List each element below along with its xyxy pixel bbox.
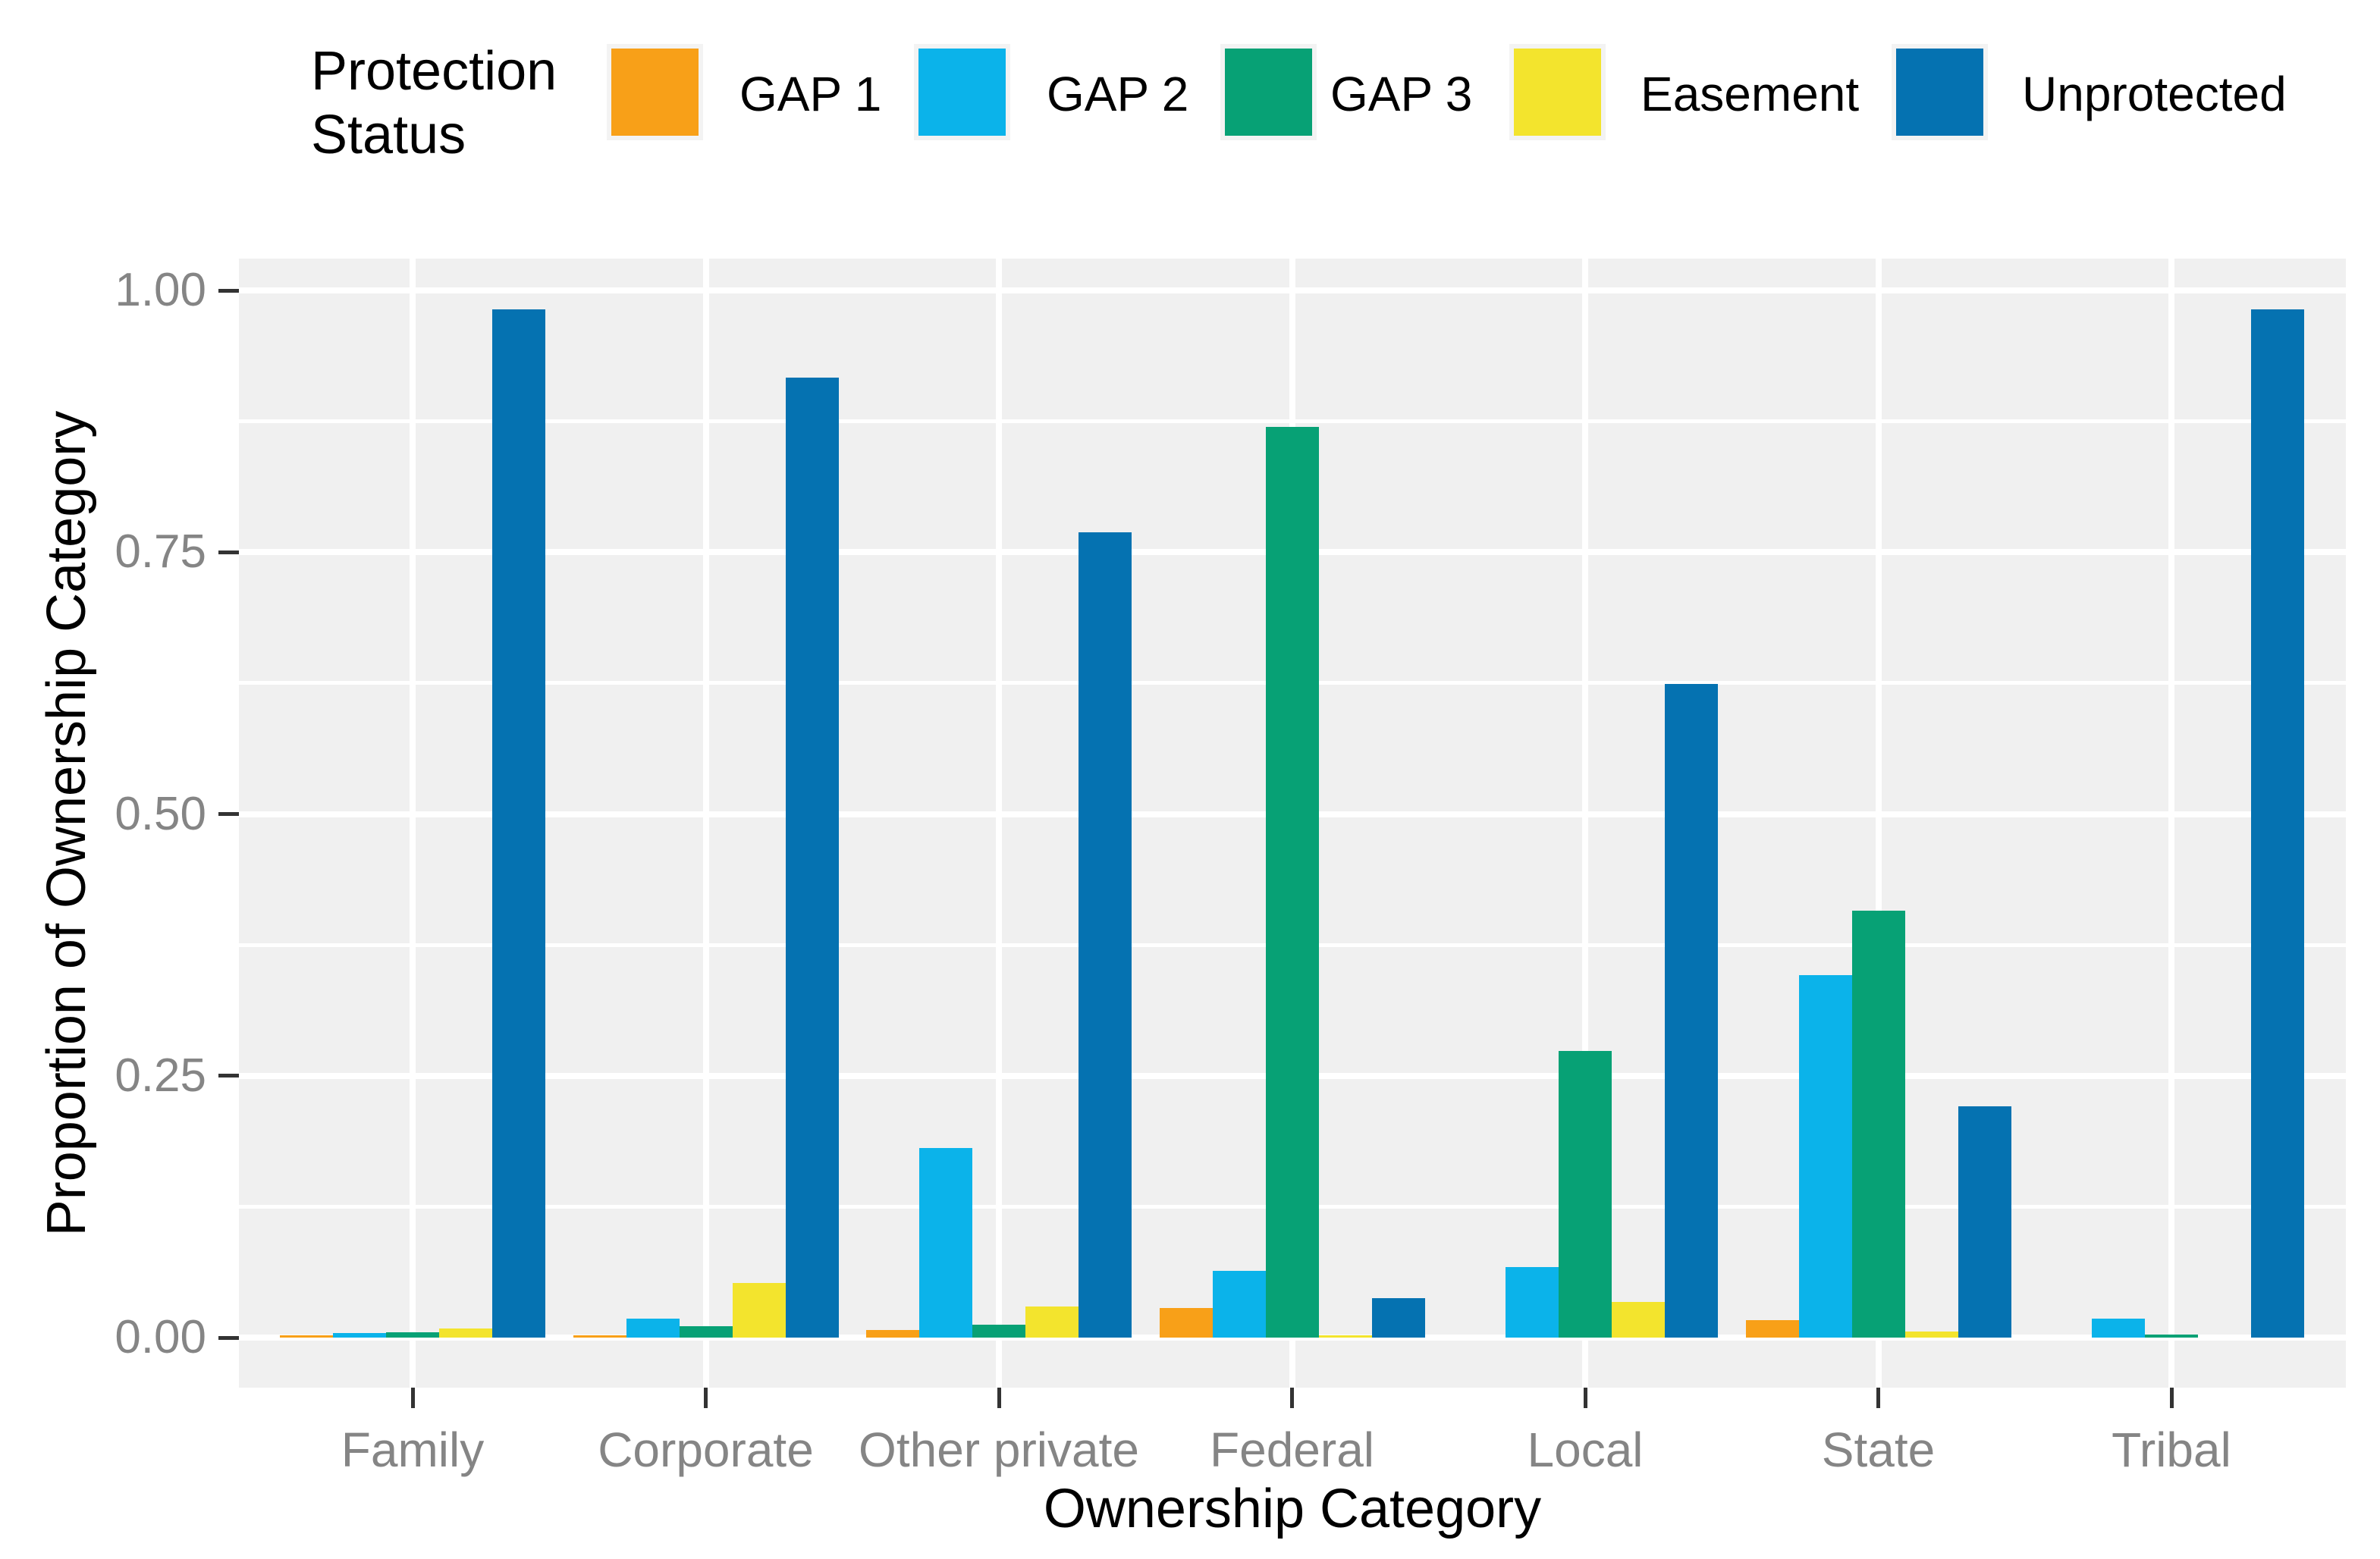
legend-key-gap-1 [607, 44, 703, 140]
y-axis-title: Proportion of Ownership Category [36, 410, 97, 1236]
legend-label-easement: Easement [1641, 67, 1860, 121]
y-tick-label-0.50: 0.50 [115, 787, 206, 840]
legend-label-gap-1: GAP 1 [739, 67, 882, 121]
legend-label-unprotected: Unprotected [2022, 67, 2287, 121]
bar-corporate-easement [732, 1283, 786, 1338]
x-tick-mark-Federal [1290, 1388, 1294, 1408]
bar-other-private-unprotected [1079, 532, 1132, 1338]
bar-federal-easement [1318, 1335, 1372, 1338]
legend-title: Protection Status [311, 39, 557, 167]
bar-tribal-gap-3 [2145, 1335, 2198, 1338]
bar-state-gap-2 [1798, 975, 1852, 1338]
x-tick-mark-Local [1583, 1388, 1587, 1408]
x-tick-mark-Corporate [704, 1388, 708, 1408]
bar-family-gap-1 [280, 1335, 333, 1338]
bar-family-gap-2 [333, 1333, 386, 1338]
x-tick-label-State: State [1821, 1423, 1936, 1477]
legend-key-gap-2 [914, 44, 1010, 140]
bar-tribal-unprotected [2251, 309, 2304, 1338]
bar-local-gap-3 [1559, 1051, 1612, 1338]
x-tick-label-Corporate: Corporate [598, 1423, 814, 1477]
bar-state-gap-1 [1745, 1320, 1799, 1338]
y-tick-label-0.25: 0.25 [115, 1049, 206, 1102]
legend-label-gap-3: GAP 3 [1330, 67, 1473, 121]
bar-other-private-gap-3 [972, 1325, 1025, 1338]
gridline-major-x-State [1875, 259, 1882, 1388]
bar-corporate-gap-2 [626, 1319, 680, 1338]
bar-state-unprotected [1958, 1106, 2011, 1338]
bar-local-unprotected [1665, 684, 1718, 1338]
bar-federal-gap-3 [1265, 427, 1319, 1338]
legend-label-gap-2: GAP 2 [1047, 67, 1189, 121]
y-tick-mark-0.00 [218, 1335, 239, 1340]
legend-swatch-easement [1514, 49, 1601, 136]
legend-swatch-gap-2 [918, 49, 1006, 136]
bar-corporate-gap-1 [573, 1335, 626, 1338]
bar-state-gap-3 [1851, 911, 1905, 1338]
bar-local-gap-2 [1506, 1267, 1559, 1338]
y-tick-mark-0.25 [218, 1074, 239, 1078]
x-tick-label-Tribal: Tribal [2112, 1423, 2231, 1477]
bar-federal-gap-2 [1212, 1271, 1266, 1338]
bar-corporate-unprotected [785, 378, 839, 1338]
bar-local-easement [1612, 1302, 1665, 1338]
plot-panel [239, 259, 2346, 1388]
x-tick-mark-Other private [997, 1388, 1001, 1408]
gridline-major-x-Other private [996, 259, 1002, 1388]
bar-other-private-gap-2 [919, 1148, 972, 1338]
bar-tribal-gap-2 [2092, 1319, 2145, 1338]
y-tick-label-0.75: 0.75 [115, 525, 206, 579]
y-tick-mark-1.00 [218, 288, 239, 293]
x-tick-label-Family: Family [341, 1423, 485, 1477]
bar-family-unprotected [492, 309, 545, 1338]
y-tick-mark-0.75 [218, 550, 239, 554]
legend: Protection Status GAP 1 GAP 2 GAP 3 Easement… [0, 0, 2380, 190]
x-tick-mark-Family [410, 1388, 415, 1408]
legend-key-gap-3 [1220, 44, 1317, 140]
bar-state-easement [1904, 1332, 1958, 1338]
y-tick-label-0.00: 0.00 [115, 1311, 206, 1363]
legend-key-unprotected [1892, 44, 1988, 140]
legend-swatch-gap-1 [611, 49, 699, 136]
gridline-major-x-Local [1582, 259, 1588, 1388]
x-tick-mark-State [1876, 1388, 1880, 1408]
y-tick-label-1.00: 1.00 [115, 264, 206, 316]
gridline-major-x-Corporate [702, 259, 709, 1388]
y-tick-mark-0.50 [218, 812, 239, 816]
bar-federal-unprotected [1371, 1298, 1425, 1338]
legend-title-line1: Protection [311, 41, 557, 102]
bar-corporate-gap-3 [679, 1326, 733, 1338]
bar-other-private-gap-1 [866, 1330, 919, 1338]
legend-swatch-gap-3 [1225, 49, 1312, 136]
bar-federal-gap-1 [1159, 1308, 1213, 1338]
bar-other-private-easement [1025, 1306, 1079, 1338]
legend-swatch-unprotected [1896, 49, 1983, 136]
gridline-major-x-Family [410, 259, 416, 1388]
bar-family-gap-3 [386, 1332, 439, 1338]
x-tick-label-Local: Local [1527, 1423, 1644, 1477]
legend-title-line2: Status [311, 105, 466, 165]
bar-family-easement [439, 1328, 492, 1338]
x-tick-label-Federal: Federal [1210, 1423, 1374, 1477]
legend-key-easement [1509, 44, 1606, 140]
x-tick-label-Other private: Other private [859, 1423, 1139, 1477]
x-tick-mark-Tribal [2169, 1388, 2174, 1408]
gridline-major-x-Tribal [2168, 259, 2174, 1388]
x-axis-title: Ownership Category [1043, 1479, 1542, 1539]
